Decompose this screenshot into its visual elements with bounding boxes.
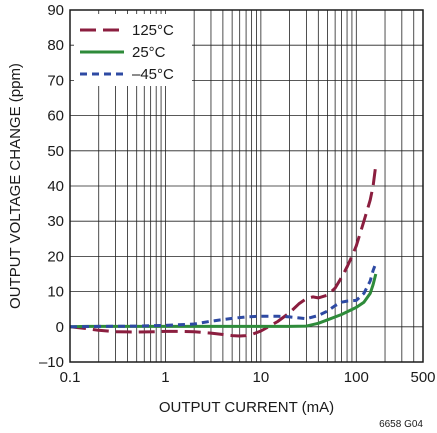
x-axis-title: OUTPUT CURRENT (mA) [159, 399, 334, 416]
tick-labels: –10 0 10 20 30 40 50 60 70 80 90 0.1 1 10 100 500 [39, 2, 436, 386]
series-line-0 [69, 164, 378, 338]
legend-label-2: –45°C [132, 66, 174, 83]
x-tick-label: 1 [161, 369, 169, 386]
y-tick-label: 10 [47, 284, 64, 301]
y-tick-label: 90 [47, 2, 64, 19]
y-tick-label: 0 [56, 319, 64, 336]
y-tick-label: 40 [47, 178, 64, 195]
plot-frame [69, 9, 424, 363]
y-tick-label: 80 [47, 37, 64, 54]
figure-id: 6658 G04 [379, 419, 423, 430]
series-lines [69, 164, 378, 338]
y-tick-label: 20 [47, 248, 64, 265]
series-line-2 [69, 262, 378, 329]
y-tick-label: 60 [47, 108, 64, 125]
y-axis-title: OUTPUT VOLTAGE CHANGE (ppm) [7, 63, 24, 309]
legend-label-1: 25°C [132, 44, 166, 61]
x-tick-label: 10 [253, 369, 270, 386]
y-tick-label: –10 [39, 354, 64, 371]
x-tick-label: 500 [410, 369, 435, 386]
legend-label-0: 125°C [132, 22, 174, 39]
y-tick-label: 30 [47, 213, 64, 230]
y-tick-label: 50 [47, 143, 64, 160]
x-tick-label: 100 [344, 369, 369, 386]
series-line-1 [69, 273, 378, 329]
x-tick-label: 0.1 [60, 369, 81, 386]
legend: 125°C 25°C –45°C [74, 14, 192, 86]
y-tick-label: 70 [47, 72, 64, 89]
